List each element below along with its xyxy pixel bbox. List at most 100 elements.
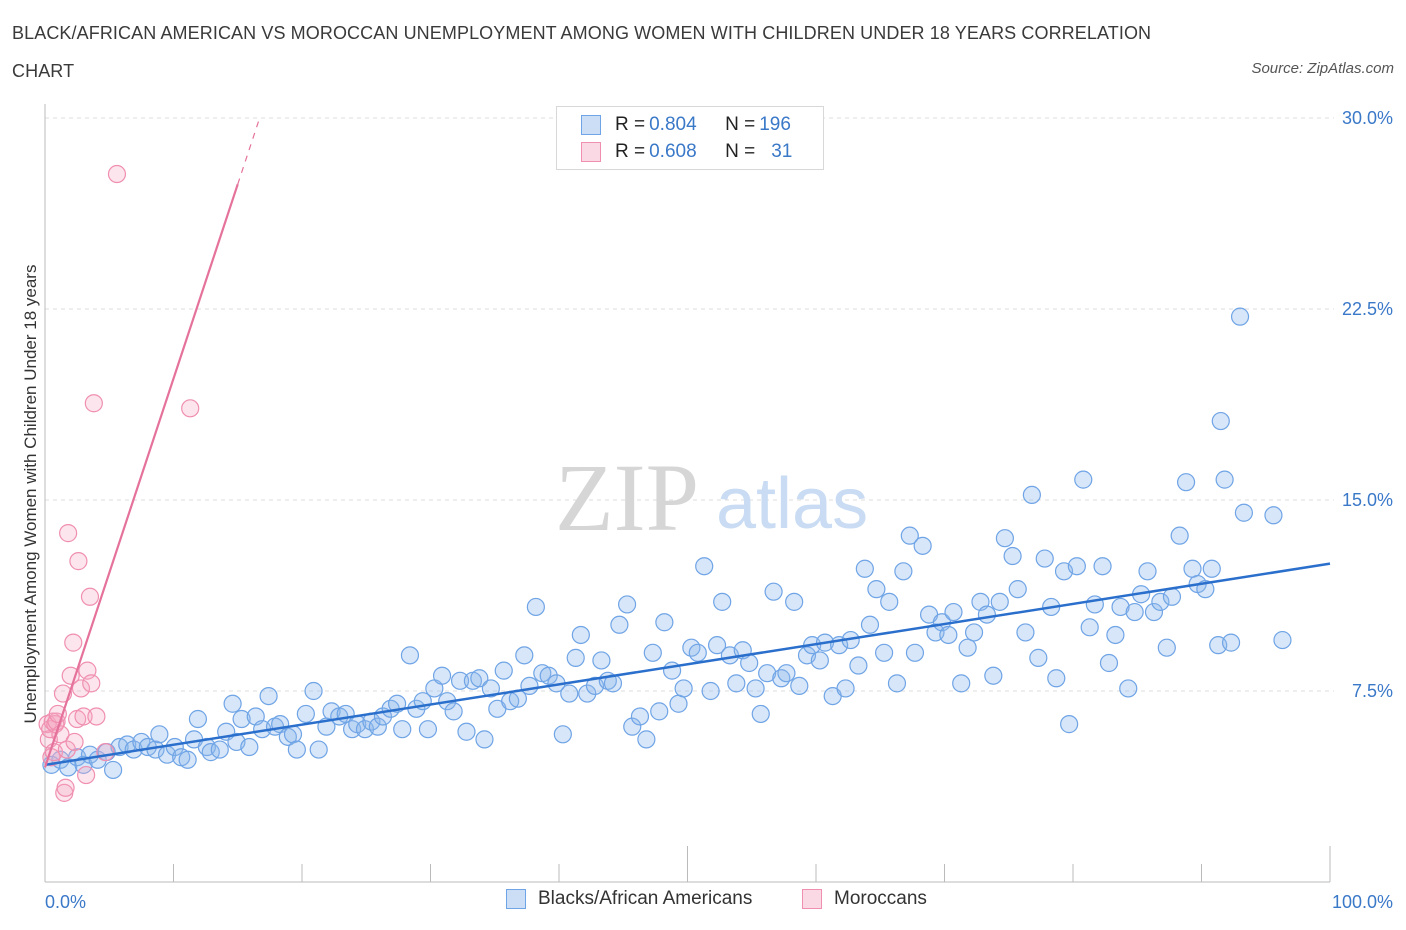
point-blacks (592, 651, 611, 670)
point-blacks (984, 666, 1003, 685)
point-blacks (560, 684, 579, 703)
point-blacks (520, 676, 539, 696)
point-blacks (304, 681, 323, 701)
point-blacks (1234, 503, 1254, 522)
point-blacks (610, 615, 629, 634)
point-blacks (240, 737, 259, 757)
point-blacks (1008, 580, 1027, 599)
point-blacks (1047, 669, 1066, 688)
point-blacks (368, 717, 387, 736)
point-blacks (855, 559, 874, 578)
legend-r-value: 0.608 (649, 141, 697, 162)
point-blacks (578, 684, 597, 703)
point-blacks (707, 636, 727, 655)
trendline-moroccans (43, 183, 239, 768)
point-blacks (1016, 623, 1035, 642)
point-blacks (457, 722, 476, 741)
legend-r-label: R = (615, 141, 646, 162)
point-blacks (810, 651, 829, 670)
point-moroccans (51, 725, 70, 744)
point-blacks (450, 671, 470, 690)
point-blacks (1151, 592, 1170, 611)
point-blacks (1202, 559, 1221, 578)
point-blacks (1183, 559, 1202, 578)
point-blacks (695, 557, 714, 576)
point-blacks (444, 702, 463, 721)
point-blacks (418, 720, 438, 739)
point-blacks (432, 666, 452, 685)
point-blacks (650, 702, 669, 721)
y-tick-label: 7.5% (1352, 681, 1393, 701)
point-moroccans (87, 707, 106, 726)
legend-swatch-moroccans (802, 889, 822, 909)
y-tick-label: 15.0% (1342, 490, 1393, 510)
point-blacks (1230, 307, 1250, 326)
grid-layer (45, 117, 1334, 692)
point-blacks (1111, 597, 1130, 617)
point-blacks (393, 720, 412, 739)
x-tick-label: 100.0% (1332, 892, 1393, 912)
point-blacks (104, 760, 123, 780)
point-moroccans (71, 679, 91, 698)
point-blacks (887, 674, 907, 693)
point-moroccans (59, 524, 78, 543)
legend-n-label: N = (725, 141, 756, 162)
point-blacks (740, 653, 759, 673)
point-blacks (1003, 546, 1022, 566)
point-moroccans (181, 399, 200, 418)
point-blacks (1106, 625, 1125, 645)
point-blacks (777, 664, 796, 683)
point-blacks (283, 725, 303, 744)
point-blacks (1067, 557, 1086, 576)
point-blacks (571, 625, 590, 645)
point-blacks (188, 709, 208, 729)
point-blacks (526, 597, 545, 617)
point-blacks (746, 679, 765, 698)
point-blacks (539, 666, 558, 685)
point-blacks (894, 562, 913, 581)
point-blacks (150, 725, 169, 744)
point-blacks (727, 674, 746, 693)
point-moroccans (69, 552, 88, 571)
trendline-blacks (44, 562, 1331, 767)
point-blacks (210, 740, 229, 759)
point-blacks (178, 750, 197, 769)
point-blacks (836, 679, 855, 698)
point-moroccans (56, 778, 75, 797)
point-moroccans (84, 394, 103, 413)
legend-r-label: R = (615, 114, 646, 135)
point-moroccans (82, 674, 101, 693)
trendline-moroccans-extension (237, 117, 261, 185)
point-moroccans (65, 732, 84, 752)
point-blacks (867, 580, 886, 599)
source-label: Source: ZipAtlas.com (1251, 60, 1394, 77)
point-blacks (772, 669, 791, 688)
point-blacks (952, 674, 971, 693)
point-blacks (1035, 549, 1054, 568)
point-blacks (785, 592, 804, 611)
legend-row-blacks: R = 0.804 N = 196 (581, 112, 791, 138)
point-blacks (764, 582, 783, 601)
point-moroccans (74, 707, 93, 726)
point-blacks (1074, 470, 1093, 489)
point-blacks (287, 740, 306, 759)
point-blacks (1211, 411, 1230, 431)
point-blacks (618, 595, 637, 614)
x-tick-label: 0.0% (45, 892, 86, 912)
legend-item-blacks: Blacks/African Americans (506, 888, 752, 910)
point-blacks (790, 676, 809, 696)
point-blacks (1093, 557, 1112, 576)
point-blacks (1119, 679, 1138, 698)
point-moroccans (77, 765, 96, 785)
legend-label-moroccans: Moroccans (834, 888, 927, 909)
y-tick-label: 22.5% (1342, 299, 1393, 319)
point-moroccans (57, 740, 76, 759)
point-blacks (995, 529, 1014, 548)
legend-row-moroccans: R = 0.608 N = 31 (581, 139, 792, 165)
point-moroccans (80, 587, 100, 606)
point-blacks (1022, 485, 1041, 505)
point-blacks (875, 643, 894, 662)
legend-swatch-moroccans (581, 142, 601, 162)
point-blacks (1099, 653, 1119, 673)
